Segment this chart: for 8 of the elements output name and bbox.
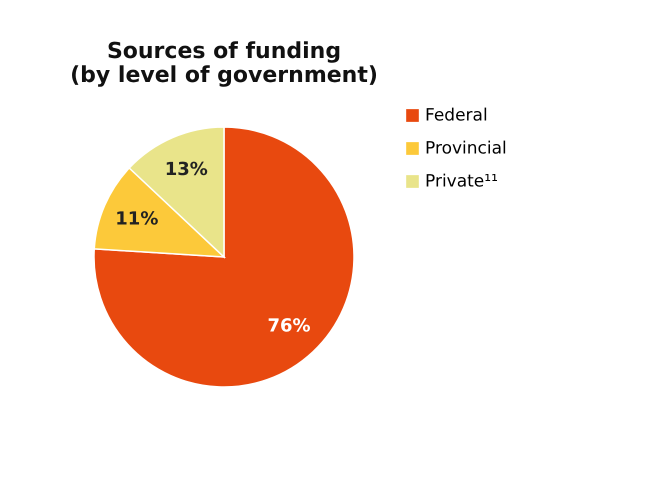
legend-label: Private¹¹ bbox=[425, 172, 498, 192]
legend-label: Provincial bbox=[425, 138, 507, 158]
data-label: 76% bbox=[267, 315, 311, 336]
chart-title: Sources of funding (by level of government) bbox=[70, 39, 378, 88]
data-label: 11% bbox=[115, 208, 158, 230]
legend-label: Federal bbox=[425, 106, 488, 126]
pie-slice bbox=[94, 126, 355, 388]
data-label: 13% bbox=[164, 158, 208, 180]
